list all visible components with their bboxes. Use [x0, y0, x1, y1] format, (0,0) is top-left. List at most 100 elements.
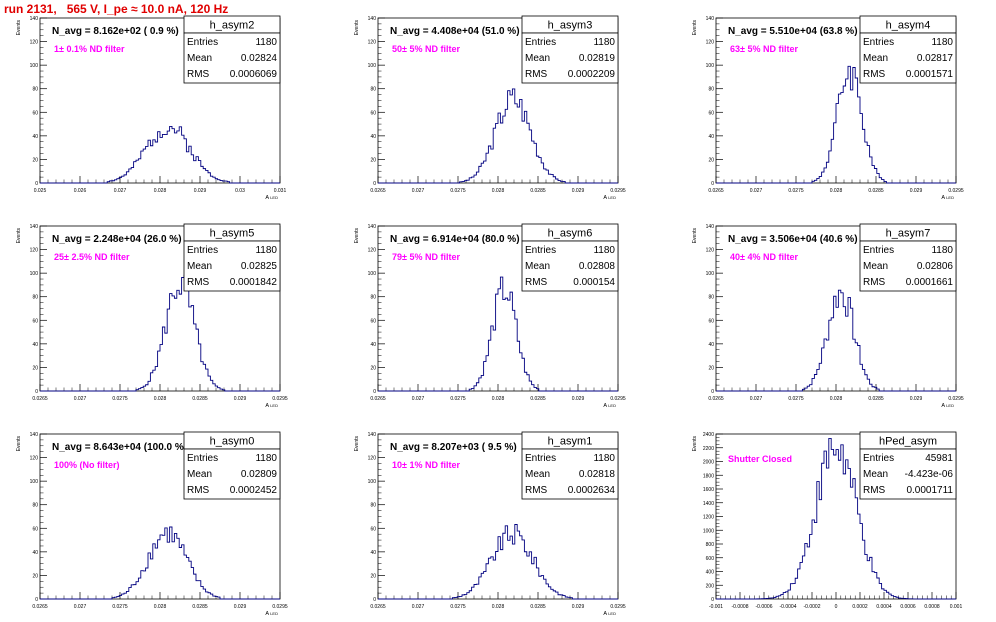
- x-tick-label: 0.0275: [112, 604, 128, 610]
- stats-mean-label: Mean: [863, 469, 888, 480]
- histogram-name: h_asym3: [548, 20, 593, 32]
- histogram-series: [40, 526, 280, 600]
- stats-entries-value: 1180: [255, 245, 277, 256]
- x-tick-label: 0.029: [234, 396, 247, 402]
- y-tick-label: 20: [32, 157, 38, 163]
- stats-rms-label: RMS: [863, 277, 886, 288]
- filter-label: 1± 0.1% ND filter: [54, 44, 125, 54]
- y-tick-label: 20: [708, 157, 714, 163]
- x-tick-label: 0.028: [830, 396, 843, 402]
- y-tick-label: 140: [30, 432, 39, 438]
- x-tick-label: 0.027: [74, 396, 87, 402]
- y-tick-label: 2200: [703, 446, 714, 452]
- y-tick-label: 80: [370, 295, 376, 301]
- stats-rms-value: 0.0001661: [906, 277, 954, 288]
- stats-box: [859, 32, 957, 84]
- x-tick-label: 0.001: [950, 604, 963, 610]
- y-tick-label: 80: [708, 295, 714, 301]
- stats-box: [859, 240, 957, 292]
- stats-entries-value: 1180: [593, 245, 615, 256]
- stats-rms-value: 0.0002209: [568, 69, 616, 80]
- navg-label: N_avg = 8.207e+03 ( 9.5 %): [390, 442, 517, 453]
- x-tick-label: 0.027: [750, 396, 763, 402]
- x-tick-label: -0.0008: [732, 604, 749, 610]
- y-tick-label: 200: [706, 583, 715, 589]
- stats-mean-value: 0.02808: [579, 261, 616, 272]
- y-tick-label: 60: [32, 110, 38, 116]
- filter-label: 50± 5% ND filter: [392, 44, 460, 54]
- y-tick-label: 40: [32, 550, 38, 556]
- y-tick-label: 1800: [703, 473, 714, 479]
- stats-entries-value: 1180: [255, 37, 277, 48]
- y-tick-label: 60: [370, 110, 376, 116]
- x-tick-label: 0.029: [234, 604, 247, 610]
- y-tick-label: 60: [370, 318, 376, 324]
- x-tick-label: 0.0295: [948, 396, 964, 402]
- histogram-panel-h_asym4: 0 20 40 60 80 100 120 140 0.0265 0.027 0.0275 0.028…: [692, 15, 964, 201]
- stats-mean-label: Mean: [525, 469, 550, 480]
- x-tick-label: 0.0006: [900, 604, 916, 610]
- y-tick-label: 140: [368, 224, 377, 230]
- y-tick-label: 140: [30, 224, 39, 230]
- x-tick-label: 0.027: [412, 188, 425, 194]
- y-tick-label: 0: [711, 181, 714, 187]
- x-tick-label: 0: [835, 604, 838, 610]
- y-tick-label: 20: [370, 573, 376, 579]
- y-tick-label: 120: [368, 248, 377, 254]
- stats-rms-label: RMS: [187, 69, 210, 80]
- y-tick-label: 20: [32, 573, 38, 579]
- y-tick-label: 0: [35, 389, 38, 395]
- y-axis-label: Events: [16, 20, 22, 36]
- x-tick-label: 0.029: [910, 396, 923, 402]
- stats-mean-label: Mean: [863, 261, 888, 272]
- stats-box: [183, 240, 281, 292]
- x-tick-label: 0.0285: [530, 396, 546, 402]
- x-tick-label: 0.025: [34, 188, 47, 194]
- x-tick-label: 0.0285: [868, 396, 884, 402]
- y-tick-label: 100: [30, 271, 39, 277]
- x-tick-label: 0.0265: [370, 604, 386, 610]
- y-axis-label: Events: [692, 228, 698, 244]
- filter-label: 40± 4% ND filter: [730, 252, 798, 262]
- filter-label: 25± 2.5% ND filter: [54, 252, 130, 262]
- x-tick-label: 0.0285: [530, 188, 546, 194]
- histogram-series: [40, 274, 280, 392]
- stats-rms-value: 0.0006069: [230, 69, 278, 80]
- stats-box: [859, 448, 957, 500]
- x-tick-label: 0.0295: [610, 604, 626, 610]
- stats-box: [521, 32, 619, 84]
- y-tick-label: 120: [706, 40, 715, 46]
- y-tick-label: 80: [370, 503, 376, 509]
- stats-mean-label: Mean: [863, 53, 888, 64]
- y-tick-label: 120: [368, 456, 377, 462]
- stats-entries-value: 1180: [593, 453, 615, 464]
- histogram-series: [378, 88, 618, 184]
- x-axis-label: A LED: [941, 403, 954, 409]
- y-tick-label: 140: [706, 224, 715, 230]
- stats-mean-value: 0.02825: [241, 261, 278, 272]
- x-tick-label: 0.029: [194, 188, 207, 194]
- x-tick-label: 0.027: [412, 396, 425, 402]
- x-tick-label: 0.0265: [370, 188, 386, 194]
- histogram-series: [378, 524, 618, 600]
- stats-box: [521, 240, 619, 292]
- filter-label: Shutter Closed: [728, 454, 792, 464]
- y-tick-label: 60: [708, 110, 714, 116]
- stats-rms-value: 0.000154: [573, 277, 615, 288]
- y-tick-label: 100: [368, 271, 377, 277]
- x-tick-label: 0.0265: [708, 188, 724, 194]
- stats-entries-label: Entries: [863, 245, 894, 256]
- histogram-panel-h_asym3: 0 20 40 60 80 100 120 140 0.0265 0.027 0.0275 0.028…: [354, 15, 626, 201]
- x-tick-label: 0.029: [910, 188, 923, 194]
- y-tick-label: 0: [373, 389, 376, 395]
- x-tick-label: 0.027: [750, 188, 763, 194]
- navg-label: N_avg = 8.643e+04 (100.0 %): [52, 442, 187, 453]
- filter-label: 63± 5% ND filter: [730, 44, 798, 54]
- stats-rms-value: 0.0001711: [906, 485, 953, 496]
- stats-box: [183, 448, 281, 500]
- y-tick-label: 20: [370, 365, 376, 371]
- x-tick-label: 0.028: [154, 604, 167, 610]
- y-tick-label: 80: [708, 87, 714, 93]
- stats-entries-label: Entries: [187, 37, 218, 48]
- y-axis-label: Events: [692, 436, 698, 452]
